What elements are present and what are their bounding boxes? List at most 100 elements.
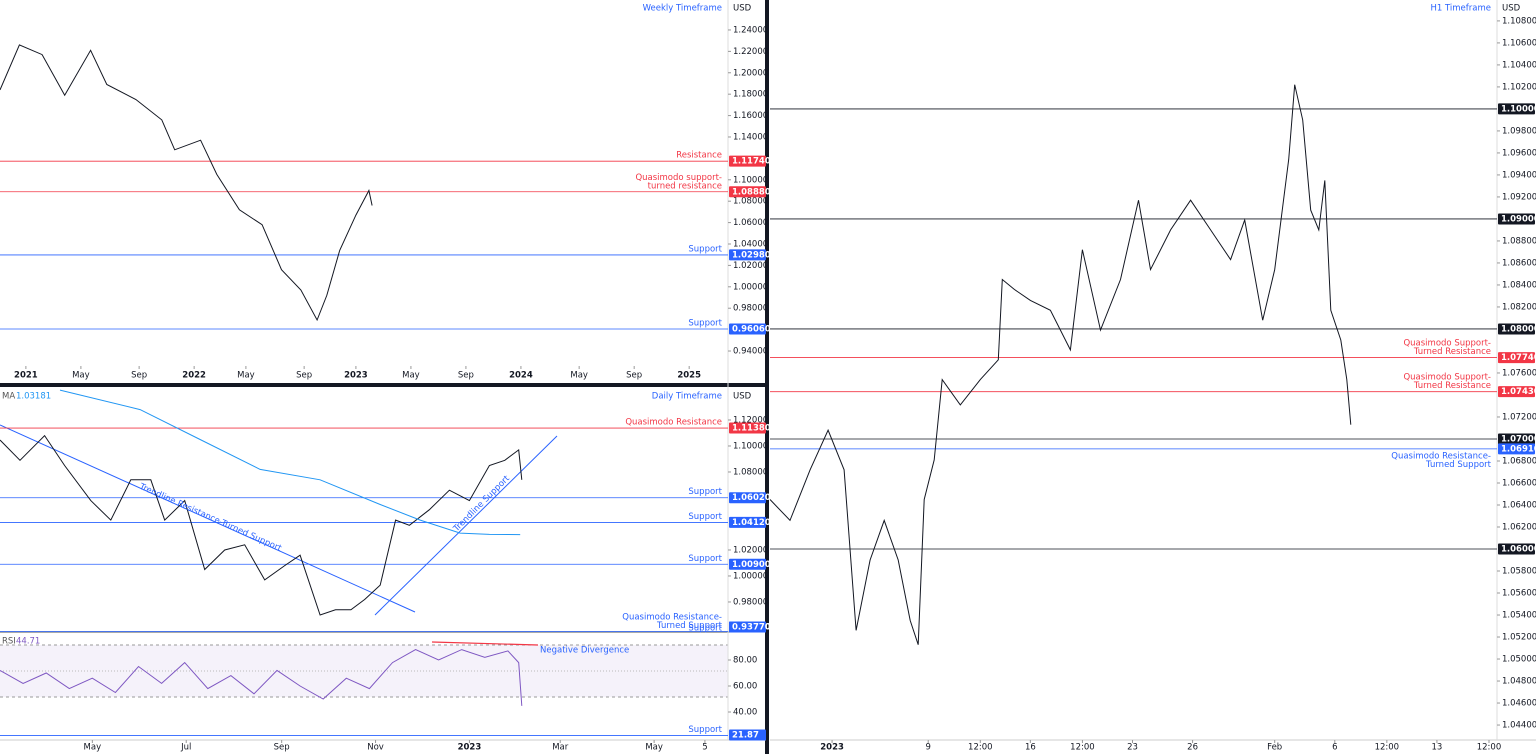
y-tick-label: 1.14000	[733, 132, 768, 142]
y-tick-label: 1.10800	[1502, 16, 1536, 26]
x-tick-label: May	[84, 743, 102, 753]
pane-title: Weekly Timeframe	[643, 4, 722, 14]
level-label: Quasimodo Resistance	[625, 418, 722, 428]
level-label: Turned Support	[656, 621, 723, 631]
level-label: Quasimodo Resistance-	[622, 612, 722, 622]
y-tick-label: 1.04400	[1502, 721, 1536, 731]
y-tick-label: 1.09800	[1502, 126, 1536, 136]
y-tick-label: 1.05200	[1502, 633, 1536, 643]
price-box	[1498, 433, 1535, 445]
price-box	[729, 422, 766, 434]
x-tick-label: 2022	[182, 371, 206, 381]
y-tick-label: 1.06000	[733, 218, 768, 228]
y-tick-label: 1.20000	[733, 68, 768, 78]
annotation: Negative Divergence	[540, 646, 629, 656]
y-tick-label: 1.04600	[1502, 699, 1536, 709]
y-tick-label: 1.00000	[733, 571, 768, 581]
y-tick-label: 1.08200	[1502, 302, 1536, 312]
x-tick-label: Feb	[1267, 743, 1282, 753]
y-tick-label: 1.06800	[1502, 456, 1536, 466]
x-tick-label: May	[645, 743, 663, 753]
price-box-label: 1.06020	[732, 493, 771, 503]
price-box	[729, 249, 766, 261]
y-tick-label: 1.10000	[733, 175, 768, 185]
x-tick-label: Sep	[296, 371, 312, 381]
x-tick-label: Jul	[180, 743, 191, 753]
level-label: Support	[688, 624, 722, 634]
price-box-label: 1.09000	[1501, 214, 1536, 224]
price-box	[1498, 386, 1535, 398]
price-line	[0, 649, 523, 706]
x-tick-label: 2021	[14, 371, 38, 381]
y-tick-label: 1.08400	[1502, 280, 1536, 290]
x-tick-label: Mar	[552, 743, 569, 753]
y-tick-label: 1.05000	[1502, 655, 1536, 665]
trendline	[0, 424, 416, 613]
pane-title: Daily Timeframe	[652, 392, 722, 402]
level-label: Turned Resistance	[1413, 347, 1491, 357]
x-tick-label: 2023	[458, 743, 482, 753]
price-box-label: 1.04120	[732, 518, 771, 528]
y-tick-label: 1.10400	[1502, 60, 1536, 70]
price-box-label: 1.02980	[732, 250, 771, 260]
x-tick-label: May	[402, 371, 420, 381]
price-box	[1498, 543, 1535, 555]
y-tick-label: 1.05600	[1502, 589, 1536, 599]
price-box	[1498, 213, 1535, 225]
pane-divider	[0, 383, 766, 387]
price-box	[729, 155, 766, 167]
y-tick-label: 1.22000	[733, 47, 768, 57]
price-box-label: 1.10000	[1501, 104, 1536, 114]
price-box	[729, 558, 766, 570]
y-tick-label: 1.06200	[1502, 522, 1536, 532]
price-box	[729, 323, 766, 335]
price-box-label: 1.00900	[732, 560, 771, 570]
x-tick-label: May	[237, 371, 255, 381]
level-label: Turned Support	[1425, 460, 1492, 470]
price-box-label: 1.07740	[1501, 353, 1536, 363]
y-tick-label: 0.98000	[733, 304, 768, 314]
level-label: Support	[688, 554, 722, 564]
price-line	[769, 84, 1352, 645]
level-label: Quasimodo Support-	[1403, 373, 1491, 383]
pane-divider	[765, 0, 769, 754]
unit-label: USD	[733, 392, 752, 402]
x-tick-label: May	[72, 371, 90, 381]
x-tick-label: 12:00	[968, 743, 993, 753]
y-tick-label: 1.24000	[733, 25, 768, 35]
level-label: Resistance	[676, 151, 722, 161]
price-box-label: 21.87	[732, 731, 759, 741]
level-label: Support	[688, 244, 722, 254]
price-line	[0, 44, 373, 322]
y-tick-label: 1.07600	[1502, 368, 1536, 378]
unit-label: USD	[1502, 4, 1521, 14]
y-tick-label: 1.08000	[733, 197, 768, 207]
price-box	[1498, 323, 1535, 335]
price-box-label: 1.08880	[732, 187, 771, 197]
price-box	[1498, 352, 1535, 364]
x-tick-label: Sep	[626, 371, 642, 381]
level-label: Turned Resistance	[1413, 381, 1491, 391]
y-tick-label: 1.08000	[733, 467, 768, 477]
price-line	[0, 434, 523, 616]
price-box-label: 1.06910	[1501, 444, 1536, 454]
price-box-label: 1.08000	[1501, 324, 1536, 334]
level-label: Support	[688, 318, 722, 328]
y-tick-label: 40.00	[733, 707, 757, 717]
pane-title: H1 Timeframe	[1430, 4, 1491, 14]
price-box	[729, 186, 766, 198]
y-tick-label: 60.00	[733, 681, 757, 691]
y-tick-label: 1.00000	[733, 282, 768, 292]
y-tick-label: 1.09600	[1502, 148, 1536, 158]
y-tick-label: 1.08800	[1502, 236, 1536, 246]
price-box	[729, 621, 766, 633]
indicator-value: 44.71	[16, 637, 40, 647]
y-tick-label: 1.02000	[733, 261, 768, 271]
x-tick-label: 26	[1187, 743, 1198, 753]
annotation: Trendline Support	[451, 473, 512, 534]
level-label: turned resistance	[648, 181, 722, 191]
y-tick-label: 1.04000	[733, 240, 768, 250]
unit-label: USD	[733, 4, 752, 14]
price-box-label: 0.93770	[732, 623, 771, 633]
